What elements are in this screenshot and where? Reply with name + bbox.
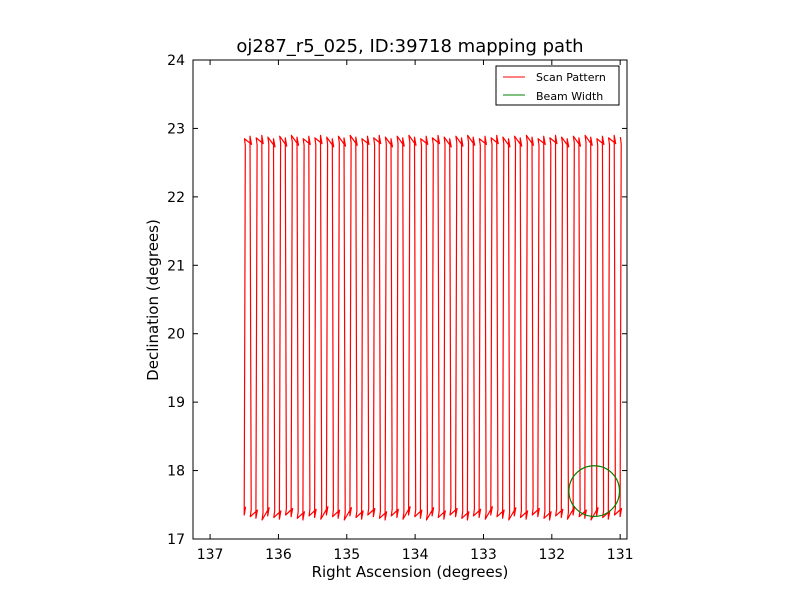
scan-pattern-line bbox=[243, 134, 623, 521]
x-axis: 137 136 135 134 133 132 131 bbox=[197, 60, 634, 563]
x-tick-label: 134 bbox=[402, 547, 429, 563]
x-tick-label: 132 bbox=[538, 547, 565, 563]
y-tick-label: 23 bbox=[167, 121, 185, 137]
legend-label-scan: Scan Pattern bbox=[536, 71, 606, 84]
x-tick-label: 131 bbox=[607, 547, 634, 563]
y-tick-label: 19 bbox=[167, 395, 185, 411]
x-tick-label: 135 bbox=[333, 547, 360, 563]
y-axis: 17 18 19 20 21 22 23 24 bbox=[167, 53, 627, 548]
x-tick-label: 133 bbox=[470, 547, 497, 563]
y-axis-label: Declination (degrees) bbox=[144, 219, 162, 381]
x-axis-label: Right Ascension (degrees) bbox=[312, 563, 509, 581]
y-tick-label: 20 bbox=[167, 327, 185, 343]
legend: Scan Pattern Beam Width bbox=[495, 65, 620, 106]
y-tick-label: 24 bbox=[167, 53, 185, 69]
y-tick-label: 21 bbox=[167, 258, 185, 274]
x-tick-label: 136 bbox=[265, 547, 292, 563]
y-tick-label: 22 bbox=[167, 190, 185, 206]
x-tick-label: 137 bbox=[197, 547, 224, 563]
legend-box bbox=[495, 65, 620, 106]
beam-width-circle bbox=[568, 465, 621, 518]
y-tick-label: 17 bbox=[167, 532, 185, 548]
chart-title: oj287_r5_025, ID:39718 mapping path bbox=[236, 36, 583, 57]
plot-frame bbox=[192, 59, 628, 540]
legend-label-beam: Beam Width bbox=[536, 90, 603, 103]
plot-area bbox=[243, 134, 623, 521]
y-tick-label: 18 bbox=[167, 464, 185, 480]
